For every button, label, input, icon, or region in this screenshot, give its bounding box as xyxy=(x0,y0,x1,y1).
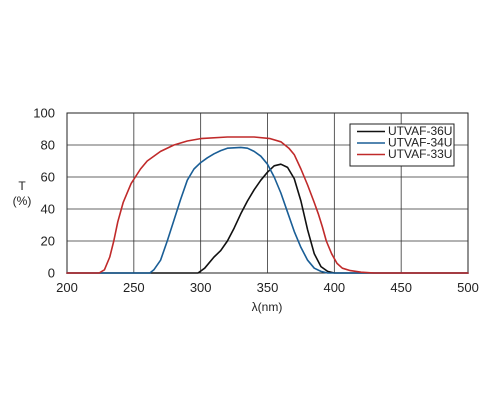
legend-label: UTVAF-33U xyxy=(388,147,452,161)
series-line-utvaf-33u xyxy=(66,136,469,274)
x-tick-label: 500 xyxy=(457,280,479,295)
x-tick-label: 400 xyxy=(323,280,345,295)
x-tick-label: 350 xyxy=(257,280,279,295)
y-tick-label: 20 xyxy=(41,234,55,249)
y-tick-label: 60 xyxy=(41,170,55,185)
x-tick-label: 450 xyxy=(390,280,412,295)
x-tick-labels: 200 250 300 350 400 450 500 xyxy=(56,280,479,295)
y-axis-title-line: T xyxy=(18,179,26,193)
series-line-utvaf-36u xyxy=(66,163,469,274)
y-axis-title-line: (%) xyxy=(13,194,32,208)
legend-label: UTVAF-36U xyxy=(388,124,452,138)
x-tick-label: 250 xyxy=(123,280,145,295)
x-tick-label: 200 xyxy=(56,280,78,295)
y-tick-labels: 0 20 40 60 80 100 xyxy=(33,106,55,281)
series-line-utvaf-34u xyxy=(66,146,469,274)
series-lines xyxy=(66,136,469,274)
y-axis-title: T (%) xyxy=(13,179,32,208)
y-tick-label: 80 xyxy=(41,138,55,153)
y-tick-label: 40 xyxy=(41,202,55,217)
y-tick-label: 0 xyxy=(48,266,55,281)
y-tick-label: 100 xyxy=(33,106,55,121)
x-tick-label: 300 xyxy=(190,280,212,295)
x-axis-title: λ(nm) xyxy=(252,300,283,314)
legend-label: UTVAF-34U xyxy=(388,136,452,150)
